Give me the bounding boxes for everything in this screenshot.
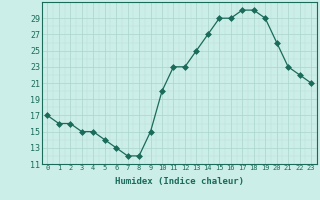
X-axis label: Humidex (Indice chaleur): Humidex (Indice chaleur) bbox=[115, 177, 244, 186]
